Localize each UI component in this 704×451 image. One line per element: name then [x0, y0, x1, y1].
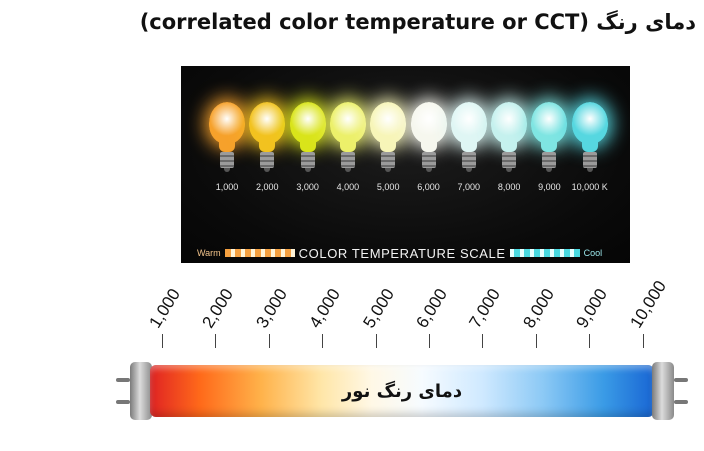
color-temperature-scale: Warm COLOR TEMPERATURE SCALE Cool	[197, 245, 627, 261]
ruler-tick	[642, 334, 644, 348]
light-bulb-icon	[409, 102, 449, 192]
ruler-tick-label: 6,000	[412, 285, 452, 332]
bulb-temperature-label: 9,000	[538, 182, 561, 192]
ruler-tick	[162, 334, 163, 348]
bulb-photo: 1,000 2,000 3,000 4,000 5,000 6,000 7,000 8,000…	[181, 66, 630, 263]
bulb-temperature-label: 7,000	[457, 182, 481, 192]
bulb-temperature-label: 6,000	[417, 182, 440, 192]
ruler-tick-label: 10,000	[625, 277, 670, 332]
ruler-tick	[322, 334, 324, 348]
pin-icon	[116, 378, 130, 382]
ruler-tick-label: 8,000	[519, 285, 558, 332]
ruler-tick-label: 2,000	[198, 285, 238, 332]
ruler-tick-label: 1,000	[145, 285, 185, 332]
bulb-temperature-label: 2,000	[256, 182, 279, 192]
bulb-temperature-label: 5,000	[376, 182, 400, 192]
ruler-tick-label: 7,000	[465, 285, 505, 332]
bulb-temperature-label: 8,000	[497, 182, 521, 192]
light-bulb-icon	[529, 102, 569, 192]
ruler-tick	[535, 334, 537, 348]
light-bulb-icon	[489, 102, 529, 192]
light-bulb-icon	[368, 102, 408, 192]
kelvin-ruler: 1,000 2,000 3,000 4,000 5,000 6,000 7,000 8,000…	[0, 277, 704, 365]
ruler-tick	[482, 334, 484, 348]
scale-title: COLOR TEMPERATURE SCALE	[298, 245, 506, 261]
light-bulb-icon	[328, 102, 368, 192]
bulb-temperature-label: 4,000	[336, 182, 360, 192]
tube-label: دمای رنگ نور	[341, 380, 463, 402]
pin-icon	[674, 400, 688, 404]
bulb-row: 1,000 2,000 3,000 4,000 5,000 6,000 7,000 8,000…	[181, 66, 630, 263]
tube-lamp: دمای رنگ نور	[116, 358, 688, 424]
light-bulb-icon	[247, 102, 287, 192]
bulb-temperature-label: 1,000	[215, 182, 239, 192]
tube-cap-left	[130, 362, 152, 420]
ruler-tick	[429, 334, 430, 348]
ruler-tick	[589, 334, 591, 348]
light-bulb-icon	[449, 102, 489, 192]
cool-arrows-icon	[509, 249, 580, 257]
pin-icon	[116, 400, 130, 404]
bulb-temperature-label: 10,000 K	[571, 182, 608, 192]
bulb-temperature-label: 3,000	[296, 182, 319, 192]
ruler-tick	[268, 334, 270, 348]
light-bulb-icon	[207, 102, 247, 192]
ruler-tick-label: 4,000	[305, 285, 345, 332]
page-title: (correlated color temperature or CCT) دم…	[139, 10, 696, 34]
ruler-tick-label: 3,000	[252, 285, 291, 332]
light-bulb-icon	[288, 102, 328, 192]
scale-warm-label: Warm	[197, 248, 221, 258]
ruler-tick	[215, 334, 217, 348]
ruler-tick	[375, 334, 377, 348]
tube-gradient	[150, 365, 654, 417]
warm-arrows-icon	[224, 249, 295, 257]
tube-cap-right	[652, 362, 674, 420]
ruler-tick-label: 5,000	[358, 285, 398, 332]
scale-cool-label: Cool	[583, 248, 603, 258]
ruler-tick-label: 9,000	[572, 285, 612, 332]
light-bulb-icon	[570, 102, 610, 192]
pin-icon	[674, 378, 688, 382]
